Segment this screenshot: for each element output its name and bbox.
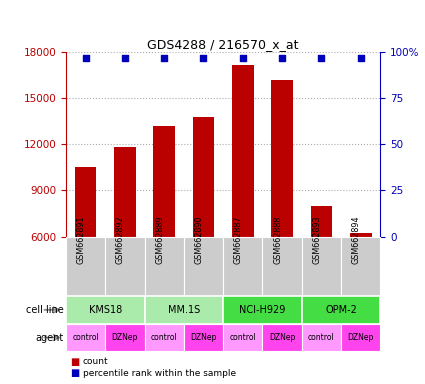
Text: MM.1S: MM.1S: [168, 305, 200, 315]
Text: ■: ■: [70, 368, 79, 378]
Bar: [262, 237, 302, 296]
Point: [357, 55, 364, 61]
Bar: [144, 237, 184, 296]
Text: control: control: [151, 333, 178, 342]
Bar: [350, 233, 371, 237]
Text: agent: agent: [36, 333, 64, 343]
Bar: [341, 237, 380, 296]
Text: NCI-H929: NCI-H929: [239, 305, 286, 315]
Bar: [105, 237, 144, 296]
Bar: [232, 65, 254, 237]
Text: GSM662894: GSM662894: [352, 215, 361, 264]
Bar: [66, 237, 105, 296]
Bar: [144, 324, 184, 351]
Point: [122, 55, 128, 61]
Text: GSM662887: GSM662887: [234, 215, 243, 264]
Title: GDS4288 / 216570_x_at: GDS4288 / 216570_x_at: [147, 38, 299, 51]
Text: count: count: [83, 357, 108, 366]
Bar: [184, 237, 223, 296]
Text: control: control: [72, 333, 99, 342]
Point: [161, 55, 167, 61]
Bar: [66, 296, 144, 324]
Bar: [302, 237, 341, 296]
Text: KMS18: KMS18: [88, 305, 122, 315]
Text: DZNep: DZNep: [269, 333, 295, 342]
Text: ■: ■: [70, 357, 79, 367]
Bar: [302, 324, 341, 351]
Bar: [193, 117, 214, 237]
Point: [279, 55, 286, 61]
Bar: [262, 324, 302, 351]
Text: control: control: [308, 333, 335, 342]
Bar: [66, 324, 105, 351]
Bar: [271, 80, 293, 237]
Text: DZNep: DZNep: [112, 333, 138, 342]
Text: GSM662889: GSM662889: [155, 215, 164, 264]
Bar: [114, 147, 136, 237]
Text: control: control: [230, 333, 256, 342]
Text: cell line: cell line: [26, 305, 64, 315]
Text: percentile rank within the sample: percentile rank within the sample: [83, 369, 236, 378]
Bar: [223, 324, 262, 351]
Bar: [223, 296, 302, 324]
Bar: [302, 296, 380, 324]
Text: GSM662893: GSM662893: [312, 215, 321, 264]
Point: [318, 55, 325, 61]
Bar: [223, 237, 262, 296]
Text: OPM-2: OPM-2: [325, 305, 357, 315]
Bar: [153, 126, 175, 237]
Point: [239, 55, 246, 61]
Text: DZNep: DZNep: [190, 333, 217, 342]
Text: GSM662892: GSM662892: [116, 215, 125, 264]
Text: GSM662890: GSM662890: [195, 215, 204, 264]
Bar: [184, 324, 223, 351]
Bar: [75, 167, 96, 237]
Text: GSM662888: GSM662888: [273, 215, 282, 264]
Bar: [144, 296, 223, 324]
Bar: [311, 206, 332, 237]
Text: DZNep: DZNep: [348, 333, 374, 342]
Bar: [105, 324, 144, 351]
Text: GSM662891: GSM662891: [76, 215, 85, 264]
Point: [200, 55, 207, 61]
Point: [82, 55, 89, 61]
Bar: [341, 324, 380, 351]
